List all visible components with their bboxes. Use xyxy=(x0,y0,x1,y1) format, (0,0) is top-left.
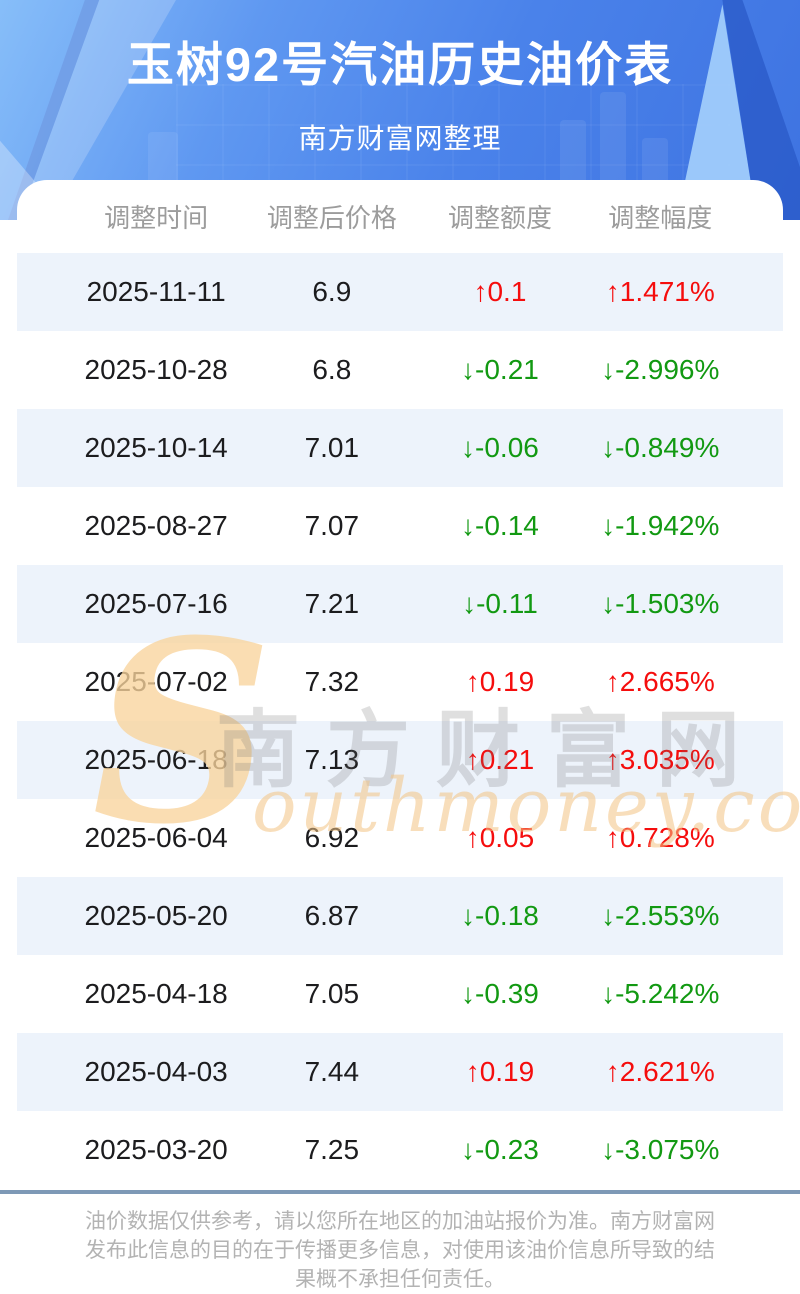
cell-price: 6.92 xyxy=(304,822,360,853)
cell-price: 6.87 xyxy=(304,900,360,931)
cell-change: ↓-0.39 xyxy=(461,978,539,1009)
table-row: 2025-04-03 7.44 ↑0.19 ↑2.621% xyxy=(17,1033,783,1111)
cell-price: 7.44 xyxy=(304,1056,360,1087)
cell-percent: ↓-2.996% xyxy=(601,354,720,385)
table-row: 2025-05-20 6.87 ↓-0.18 ↓-2.553% xyxy=(17,877,783,955)
column-header-change: 调整额度 xyxy=(447,203,552,233)
column-header-percent: 调整幅度 xyxy=(608,203,713,233)
cell-price: 6.9 xyxy=(312,276,352,307)
cell-change: ↑0.19 xyxy=(465,666,535,697)
cell-price: 7.25 xyxy=(304,1134,360,1165)
cell-price: 6.8 xyxy=(312,354,352,385)
price-table-card: 调整时间 调整后价格 调整额度 调整幅度 2025-11-11 6.9 ↑0.1 ↑1… xyxy=(17,180,783,1190)
table-row: 2025-07-16 7.21 ↓-0.11 ↓-1.503% xyxy=(17,565,783,643)
table-row: 2025-06-18 7.13 ↑0.21 ↑3.035% xyxy=(17,721,783,799)
cell-percent: ↑0.728% xyxy=(605,822,715,853)
cell-price: 7.32 xyxy=(304,666,360,697)
page-title: 玉树92号汽油历史油价表 xyxy=(126,38,674,91)
cell-change: ↓-0.14 xyxy=(461,510,539,541)
cell-percent: ↑1.471% xyxy=(605,276,715,307)
footer-divider xyxy=(0,1190,800,1194)
table-row: 2025-03-20 7.25 ↓-0.23 ↓-3.075% xyxy=(17,1111,783,1189)
disclaimer-line: 果概不承担任何责任。 xyxy=(295,1268,505,1291)
cell-date: 2025-08-27 xyxy=(84,510,228,541)
cell-change: ↑0.19 xyxy=(465,1056,535,1087)
cell-change: ↓-0.11 xyxy=(462,588,538,619)
cell-percent: ↓-0.849% xyxy=(601,432,720,463)
column-header-date: 调整时间 xyxy=(104,203,209,233)
cell-percent: ↑2.621% xyxy=(605,1056,715,1087)
table-body: 2025-11-11 6.9 ↑0.1 ↑1.471% 2025-10-28 6.8 ↓-0… xyxy=(17,253,783,1189)
disclaimer-line: 发布此信息的目的在于传播更多信息，对使用该油价信息所导致的结 xyxy=(85,1239,715,1262)
column-header-price: 调整后价格 xyxy=(266,203,397,233)
cell-date: 2025-07-02 xyxy=(84,666,228,697)
cell-percent: ↓-3.075% xyxy=(601,1134,720,1165)
footer-disclaimer: 油价数据仅供参考，请以您所在地区的加油站报价为准。南方财富网 发布此信息的目的在… xyxy=(50,1207,750,1294)
cell-price: 7.21 xyxy=(304,588,360,619)
cell-price: 7.07 xyxy=(304,510,360,541)
cell-date: 2025-06-18 xyxy=(84,744,228,775)
cell-change: ↑0.21 xyxy=(465,744,535,775)
cell-date: 2025-10-14 xyxy=(84,432,228,463)
cell-percent: ↓-1.503% xyxy=(601,588,720,619)
table-row: 2025-10-28 6.8 ↓-0.21 ↓-2.996% xyxy=(17,331,783,409)
cell-percent: ↓-5.242% xyxy=(601,978,720,1009)
cell-date: 2025-06-04 xyxy=(84,822,228,853)
cell-date: 2025-03-20 xyxy=(84,1134,228,1165)
cell-date: 2025-10-28 xyxy=(84,354,228,385)
cell-change: ↑0.05 xyxy=(465,822,535,853)
cell-change: ↑0.1 xyxy=(473,276,527,307)
cell-percent: ↑2.665% xyxy=(605,666,715,697)
cell-date: 2025-11-11 xyxy=(86,276,226,307)
table-row: 2025-04-18 7.05 ↓-0.39 ↓-5.242% xyxy=(17,955,783,1033)
cell-percent: ↓-1.942% xyxy=(601,510,720,541)
cell-date: 2025-04-18 xyxy=(84,978,228,1009)
table-row: 2025-07-02 7.32 ↑0.19 ↑2.665% xyxy=(17,643,783,721)
table-row: 2025-11-11 6.9 ↑0.1 ↑1.471% xyxy=(17,253,783,331)
cell-date: 2025-05-20 xyxy=(84,900,228,931)
cell-change: ↓-0.06 xyxy=(461,432,539,463)
cell-date: 2025-07-16 xyxy=(84,588,228,619)
table-row: 2025-10-14 7.01 ↓-0.06 ↓-0.849% xyxy=(17,409,783,487)
table-header-row: 调整时间 调整后价格 调整额度 调整幅度 xyxy=(17,180,783,253)
disclaimer-line: 油价数据仅供参考，请以您所在地区的加油站报价为准。南方财富网 xyxy=(85,1210,715,1233)
page-subtitle: 南方财富网整理 xyxy=(298,123,502,154)
cell-percent: ↓-2.553% xyxy=(601,900,720,931)
cell-price: 7.13 xyxy=(304,744,360,775)
cell-percent: ↑3.035% xyxy=(605,744,715,775)
table-row: 2025-06-04 6.92 ↑0.05 ↑0.728% xyxy=(17,799,783,877)
cell-date: 2025-04-03 xyxy=(84,1056,228,1087)
cell-price: 7.05 xyxy=(304,978,360,1009)
cell-change: ↓-0.21 xyxy=(461,354,539,385)
cell-change: ↓-0.18 xyxy=(461,900,539,931)
cell-change: ↓-0.23 xyxy=(461,1134,539,1165)
table-row: 2025-08-27 7.07 ↓-0.14 ↓-1.942% xyxy=(17,487,783,565)
cell-price: 7.01 xyxy=(304,432,360,463)
